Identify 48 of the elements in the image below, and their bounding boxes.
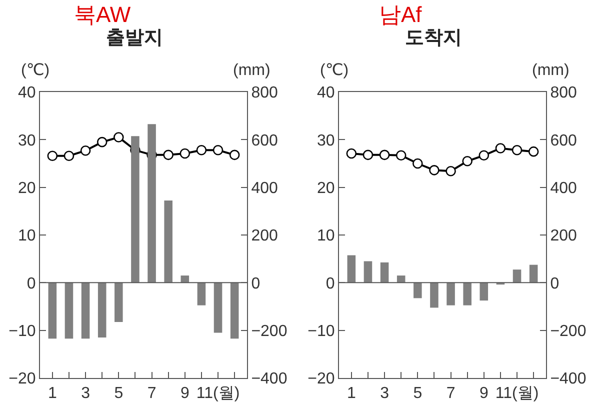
y-tick-label: 40	[317, 84, 335, 102]
y-axis-title: (℃)	[21, 62, 50, 79]
y2-tick-label: −200	[550, 322, 586, 340]
x-tick-label: 11(월)	[196, 385, 240, 402]
y-tick-label: 20	[18, 180, 36, 197]
y2-tick-label: 600	[550, 132, 577, 150]
x-tick-label: 11(월)	[495, 385, 539, 402]
x-tick-label: 3	[81, 385, 90, 402]
chart-title: 출발지	[106, 28, 164, 49]
y-tick-label: 10	[317, 228, 335, 245]
y-tick-label: −10	[8, 322, 36, 340]
y2-axis-title: (mm)	[532, 62, 570, 79]
x-tick-label: 9	[180, 385, 190, 402]
y-axis-title: (℃)	[320, 62, 349, 79]
y2-tick-label: 400	[251, 180, 278, 197]
y2-tick-label: 800	[550, 84, 577, 102]
y-tick-label: 30	[18, 132, 36, 150]
x-tick-label: 5	[114, 385, 124, 402]
x-tick-label: 3	[380, 385, 390, 402]
y2-axis-title: (mm)	[233, 62, 270, 79]
text: 북AW	[74, 2, 131, 27]
y2-tick-label: 0	[550, 275, 560, 292]
y-tick-label: 20	[317, 180, 335, 197]
y-tick-label: −20	[308, 370, 335, 388]
y2-tick-label: 600	[251, 132, 278, 150]
y2-tick-label: 200	[251, 228, 278, 245]
y-tick-label: 0	[326, 275, 335, 292]
y-tick-label: 10	[18, 228, 36, 245]
x-tick-label: 7	[147, 385, 156, 402]
y2-tick-label: 400	[550, 180, 577, 197]
y-tick-label: −20	[8, 370, 36, 388]
y-tick-label: 40	[18, 84, 36, 102]
x-tick-label: 9	[479, 385, 488, 402]
y-tick-label: 30	[317, 132, 335, 150]
y2-tick-label: 800	[251, 84, 278, 102]
chart-title: 도착지	[405, 28, 462, 49]
x-tick-label: 1	[346, 385, 356, 402]
text: 남Af	[379, 2, 423, 27]
y2-tick-label: −200	[251, 322, 288, 340]
y2-tick-label: 200	[550, 228, 577, 245]
x-tick-label: 5	[413, 385, 422, 402]
y2-tick-label: −400	[251, 370, 288, 388]
y-tick-label: −10	[308, 322, 335, 340]
x-tick-label: 7	[446, 385, 456, 402]
x-tick-label: 1	[48, 385, 57, 402]
y2-tick-label: −400	[550, 370, 586, 388]
y-tick-label: 0	[26, 275, 36, 292]
y2-tick-label: 0	[251, 275, 260, 292]
